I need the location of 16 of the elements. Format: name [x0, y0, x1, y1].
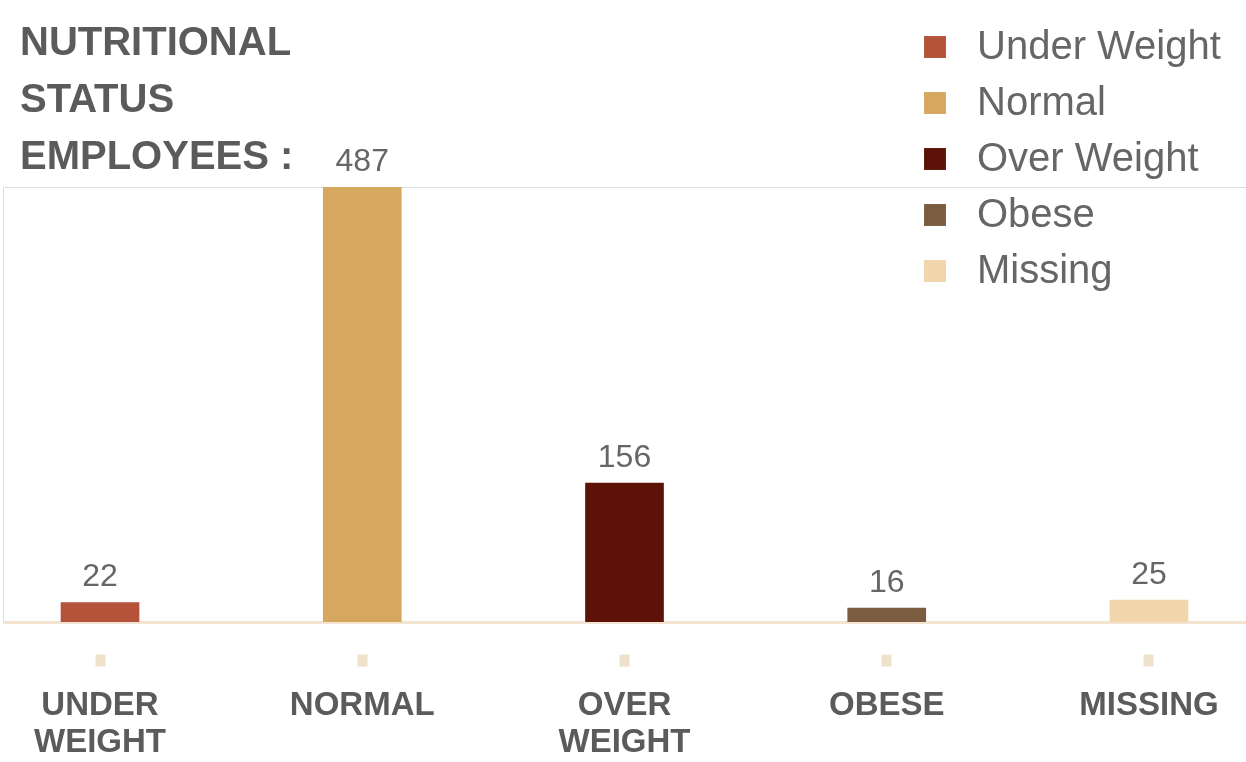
x-tick-label: MISSING — [1079, 684, 1219, 722]
x-tick-label: OVER WEIGHT — [558, 684, 691, 759]
legend-label: Missing — [977, 247, 1113, 291]
data-label: 22 — [82, 557, 118, 594]
data-label: 16 — [868, 562, 905, 599]
legend-label: Normal — [977, 79, 1106, 123]
legend-label: Over Weight — [977, 135, 1199, 179]
x-tick-label: UNDER WEIGHT — [34, 684, 167, 759]
data-label: 25 — [1131, 554, 1167, 591]
chart-title: NUTRITIONAL STATUS EMPLOYEES : — [20, 19, 294, 177]
legend-label: Under Weight — [977, 23, 1221, 67]
data-label: 156 — [597, 437, 652, 474]
data-label: 487 — [335, 142, 389, 178]
x-tick-label: OBESE — [828, 684, 945, 722]
x-tick-label: NORMAL — [289, 684, 435, 722]
legend-label: Obese — [977, 191, 1095, 235]
